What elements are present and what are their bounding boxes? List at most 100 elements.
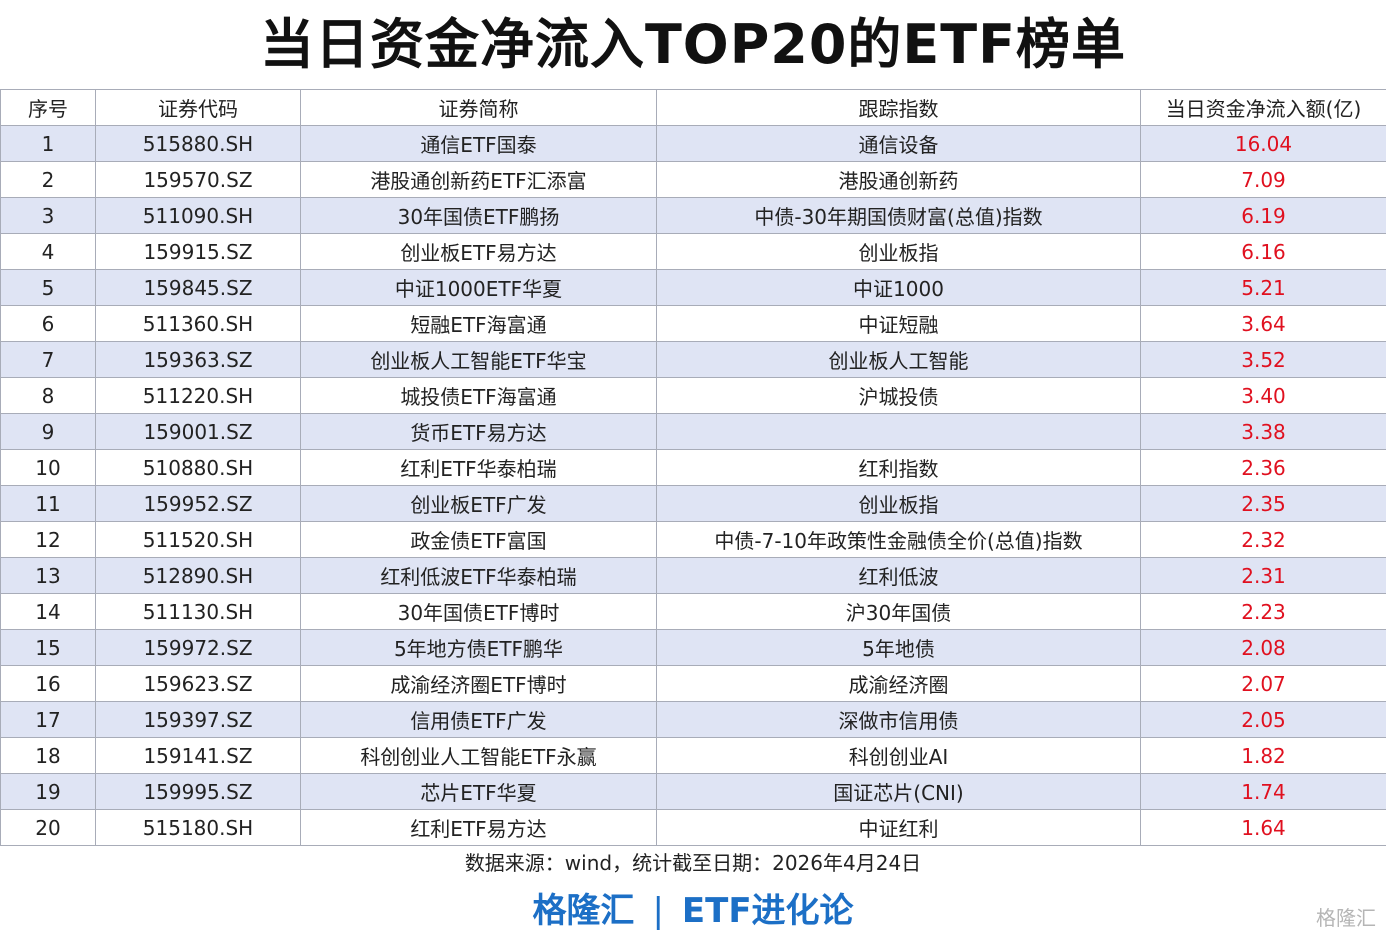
table-cell: 短融ETF海富通 [300,305,657,342]
table-row: 12 511520.SH 政金债ETF富国 中债-7-10年政策性金融债全价(总值)指… [0,521,1386,558]
table-cell: 13 [0,557,96,594]
table-cell: 港股通创新药ETF汇添富 [300,161,657,198]
table-cell: 6 [0,305,96,342]
table-cell: 中证红利 [656,809,1141,846]
table-cell: 国证芯片(CNI) [656,773,1141,810]
table-cell: 红利低波ETF华泰柏瑞 [300,557,657,594]
table-cell: 通信ETF国泰 [300,125,657,162]
table-row: 7 159363.SZ 创业板人工智能ETF华宝 创业板人工智能 3.52 [0,341,1386,378]
column-header: 证券代码 [95,89,301,126]
inflow-cell: 1.82 [1140,737,1386,774]
table-cell: 红利ETF易方达 [300,809,657,846]
table-cell: 159363.SZ [95,341,301,378]
table-cell: 中证1000 [656,269,1141,306]
watermark: 格隆汇 [1316,906,1376,930]
table-cell: 5 [0,269,96,306]
table-cell: 159623.SZ [95,665,301,702]
table-cell: 3 [0,197,96,234]
header-row: 序号 证券代码 证券简称 跟踪指数 当日资金净流入额(亿) [0,89,1386,126]
table-cell: 159995.SZ [95,773,301,810]
table-cell: 创业板人工智能 [656,341,1141,378]
source-note: 数据来源：wind，统计截至日期：2026年4月24日 [464,851,922,875]
table-cell: 1 [0,125,96,162]
table-row: 18 159141.SZ 科创创业人工智能ETF永赢 科创创业AI 1.82 [0,737,1386,774]
table-cell: 159915.SZ [95,233,301,270]
column-header: 证券简称 [300,89,657,126]
table-cell: 城投债ETF海富通 [300,377,657,414]
inflow-cell: 3.40 [1140,377,1386,414]
table-cell: 创业板ETF易方达 [300,233,657,270]
inflow-cell: 2.05 [1140,701,1386,738]
inflow-cell: 2.35 [1140,485,1386,522]
table-row: 20 515180.SH 红利ETF易方达 中证红利 1.64 [0,809,1386,846]
table-cell: 红利ETF华泰柏瑞 [300,449,657,486]
column-name: ETF进化论 [681,891,854,931]
table-cell: 货币ETF易方达 [300,413,657,450]
table-row: 19 159995.SZ 芯片ETF华夏 国证芯片(CNI) 1.74 [0,773,1386,810]
table-cell: 深做市信用债 [656,701,1141,738]
table-cell: 159001.SZ [95,413,301,450]
table-cell: 159952.SZ [95,485,301,522]
inflow-cell: 2.07 [1140,665,1386,702]
table-cell: 159972.SZ [95,629,301,666]
inflow-cell: 1.64 [1140,809,1386,846]
table-cell: 159141.SZ [95,737,301,774]
table-cell: 成渝经济圈 [656,665,1141,702]
table-cell: 30年国债ETF博时 [300,593,657,630]
table-cell: 创业板ETF广发 [300,485,657,522]
table-cell: 18 [0,737,96,774]
table-cell: 科创创业AI [656,737,1141,774]
table-cell: 515880.SH [95,125,301,162]
table-cell: 17 [0,701,96,738]
inflow-cell: 3.52 [1140,341,1386,378]
table-cell: 芯片ETF华夏 [300,773,657,810]
table-row: 10 510880.SH 红利ETF华泰柏瑞 红利指数 2.36 [0,449,1386,486]
table-cell: 512890.SH [95,557,301,594]
table-row: 6 511360.SH 短融ETF海富通 中证短融 3.64 [0,305,1386,342]
inflow-cell: 2.08 [1140,629,1386,666]
inflow-cell: 2.31 [1140,557,1386,594]
table-cell: 510880.SH [95,449,301,486]
table-cell: 创业板人工智能ETF华宝 [300,341,657,378]
table-cell: 159570.SZ [95,161,301,198]
table-cell: 16 [0,665,96,702]
table-cell: 19 [0,773,96,810]
table-cell: 511360.SH [95,305,301,342]
table-cell: 沪城投债 [656,377,1141,414]
table-row: 14 511130.SH 30年国债ETF博时 沪30年国债 2.23 [0,593,1386,630]
inflow-cell: 1.74 [1140,773,1386,810]
table-row: 15 159972.SZ 5年地方债ETF鹏华 5年地债 2.08 [0,629,1386,666]
inflow-cell: 2.23 [1140,593,1386,630]
table-cell [656,413,1141,450]
inflow-cell: 7.09 [1140,161,1386,198]
table-row: 9 159001.SZ 货币ETF易方达 3.38 [0,413,1386,450]
table-cell: 创业板指 [656,233,1141,270]
inflow-cell: 2.32 [1140,521,1386,558]
inflow-cell: 6.19 [1140,197,1386,234]
table-row: 11 159952.SZ 创业板ETF广发 创业板指 2.35 [0,485,1386,522]
table-row: 1 515880.SH 通信ETF国泰 通信设备 16.04 [0,125,1386,162]
table-row: 4 159915.SZ 创业板ETF易方达 创业板指 6.16 [0,233,1386,270]
title: 当日资金净流入TOP20的ETF榜单 [259,13,1127,76]
table-cell: 20 [0,809,96,846]
inflow-cell: 3.38 [1140,413,1386,450]
table-row: 5 159845.SZ 中证1000ETF华夏 中证1000 5.21 [0,269,1386,306]
table-cell: 159845.SZ [95,269,301,306]
table-cell: 红利低波 [656,557,1141,594]
column-header: 跟踪指数 [656,89,1141,126]
table-cell: 中证短融 [656,305,1141,342]
inflow-cell: 3.64 [1140,305,1386,342]
table-row: 16 159623.SZ 成渝经济圈ETF博时 成渝经济圈 2.07 [0,665,1386,702]
table-cell: 10 [0,449,96,486]
table-cell: 9 [0,413,96,450]
table-cell: 511220.SH [95,377,301,414]
table-cell: 159397.SZ [95,701,301,738]
table-cell: 中证1000ETF华夏 [300,269,657,306]
table-cell: 通信设备 [656,125,1141,162]
table-cell: 511520.SH [95,521,301,558]
table-cell: 511090.SH [95,197,301,234]
inflow-cell: 16.04 [1140,125,1386,162]
table-cell: 中债-7-10年政策性金融债全价(总值)指数 [656,521,1141,558]
column-header: 序号 [0,89,96,126]
